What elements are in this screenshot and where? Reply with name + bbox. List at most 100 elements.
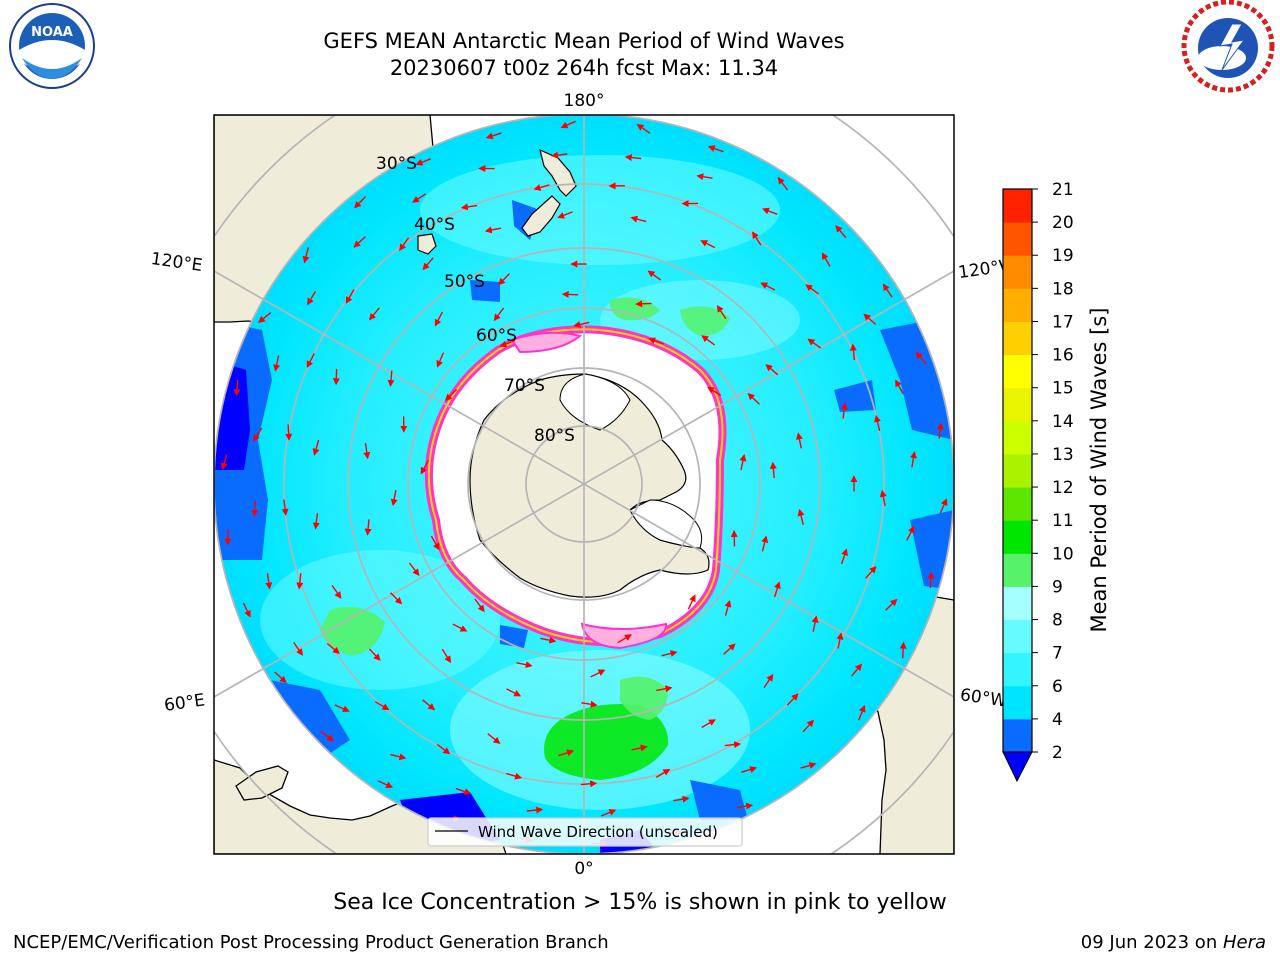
wind-wave-arrow <box>422 699 436 711</box>
colorbar-tick-label: 11 <box>1052 511 1074 531</box>
wind-wave-arrow <box>487 733 501 744</box>
wind-wave-arrow <box>273 355 281 372</box>
wind-wave-arrow <box>786 693 799 706</box>
sea-ice-caption: Sea Ice Concentration > 15% is shown in … <box>333 890 947 915</box>
wind-wave-arrow <box>724 741 742 749</box>
wind-wave-arrow <box>700 240 716 249</box>
colorbar-tick-label: 2 <box>1052 743 1063 763</box>
tasmania <box>417 233 437 255</box>
colorbar-segment <box>1003 685 1032 720</box>
lat-label-80s: 80°S <box>534 426 575 446</box>
wind-wave-arrow <box>747 392 760 405</box>
colorbar-label: Mean Period of Wind Waves [s] <box>1087 308 1111 633</box>
wind-wave-arrow <box>617 634 632 644</box>
wind-wave-arrow <box>368 648 381 661</box>
footer-host: Hera <box>1222 932 1266 953</box>
footer-date: 09 Jun 2023 on Hera <box>1081 932 1266 953</box>
wind-wave-arrow <box>307 290 317 306</box>
colorbar-segment <box>1003 586 1032 621</box>
wind-wave-arrow <box>906 525 915 541</box>
wind-wave-arrow <box>420 459 430 475</box>
wind-wave-arrow <box>899 641 907 659</box>
wind-wave-arrow <box>296 573 304 590</box>
colorbar-tick-label: 19 <box>1052 246 1074 266</box>
wind-wave-arrow <box>493 307 505 322</box>
wind-wave-arrow <box>434 311 444 327</box>
wind-wave-arrow <box>648 337 664 345</box>
wind-wave-arrow <box>363 443 371 460</box>
antarctica <box>469 373 710 598</box>
wind-wave-arrow <box>636 123 651 134</box>
wind-wave-arrow <box>927 571 935 589</box>
colorbar-segment <box>1003 321 1032 356</box>
colorbar-tick-label: 6 <box>1052 677 1063 697</box>
lat-label-70s: 70°S <box>504 376 545 396</box>
graticule <box>214 115 954 854</box>
colorbar-tick-label: 13 <box>1052 445 1074 465</box>
wind-wave-arrow <box>840 402 848 419</box>
colorbar-segment <box>1003 453 1032 488</box>
wind-wave-arrow <box>306 353 315 369</box>
wind-wave-arrow <box>353 236 366 248</box>
colorbar-outline <box>1002 188 1033 753</box>
wind-wave-arrow <box>312 439 320 456</box>
wind-wave-arrow <box>265 573 273 590</box>
colorbar-tick-label: 16 <box>1052 346 1074 366</box>
wind-wave-arrow <box>630 215 647 223</box>
footer-branch: NCEP/EMC/Verification Post Processing Pr… <box>13 932 609 953</box>
wind-wave-arrow <box>936 422 944 439</box>
wind-wave-arrow <box>874 414 881 432</box>
wind-wave-arrow <box>656 685 673 693</box>
wind-wave-arrow <box>800 762 817 769</box>
wind-wave-arrow <box>631 744 648 752</box>
latitude-labels: 30°S 40°S 50°S 60°S 70°S 80°S <box>376 154 575 446</box>
wind-wave-arrow <box>915 351 927 365</box>
wind-wave-arrow <box>557 211 573 219</box>
colorbar-segment <box>1003 387 1032 422</box>
wind-wave-arrow <box>412 193 427 203</box>
wind-wave-arrow <box>436 743 451 755</box>
wind-wave-arrows <box>220 120 948 848</box>
map-legend-label: Wind Wave Direction (unscaled) <box>478 823 718 841</box>
wind-wave-arrow <box>752 231 762 246</box>
wind-wave-arrow <box>701 719 716 729</box>
wind-wave-arrow <box>761 535 769 552</box>
wind-wave-arrow <box>724 599 732 616</box>
wind-wave-arrow <box>741 766 758 773</box>
wind-wave-arrow <box>390 753 407 761</box>
wind-wave-arrow <box>773 581 781 598</box>
lon-label-60e: 60°E <box>163 690 206 715</box>
colorbar-segment <box>1003 619 1032 654</box>
wind-wave-arrow <box>551 151 568 159</box>
wind-wave-arrow <box>696 173 713 181</box>
wind-wave-arrow <box>655 768 671 778</box>
wind-wave-arrow <box>687 594 696 610</box>
wind-wave-arrow <box>312 513 320 530</box>
wind-wave-arrow <box>849 343 857 360</box>
lat-label-60s: 60°S <box>476 326 517 346</box>
wind-wave-arrow <box>560 120 576 129</box>
wind-wave-arrow <box>895 379 904 395</box>
wind-wave-arrow <box>851 663 863 677</box>
wind-wave-arrow <box>332 368 340 386</box>
wind-wave-arrow <box>251 500 259 517</box>
wind-wave-arrow <box>863 313 877 325</box>
wind-wave-arrow <box>387 370 395 387</box>
colorbar-segment <box>1003 354 1032 389</box>
wind-wave-arrow <box>474 598 485 613</box>
wind-wave-arrow <box>763 673 774 688</box>
wind-wave-arrow <box>422 257 434 271</box>
wind-wave-arrow <box>430 535 440 551</box>
wind-wave-arrow <box>441 648 452 664</box>
wind-wave-arrow <box>765 364 779 376</box>
nws-logo <box>1181 0 1275 93</box>
colorbar-tick-label: 7 <box>1052 644 1063 664</box>
wind-wave-arrow <box>242 602 251 618</box>
colorbar-tick-label: 14 <box>1052 412 1074 432</box>
colorbar-tick-label: 15 <box>1052 379 1074 399</box>
colorbar-segment <box>1003 487 1032 521</box>
map-legend: Wind Wave Direction (unscaled) <box>427 817 743 847</box>
wind-wave-arrow <box>485 132 502 140</box>
wind-wave-arrow <box>802 719 815 733</box>
